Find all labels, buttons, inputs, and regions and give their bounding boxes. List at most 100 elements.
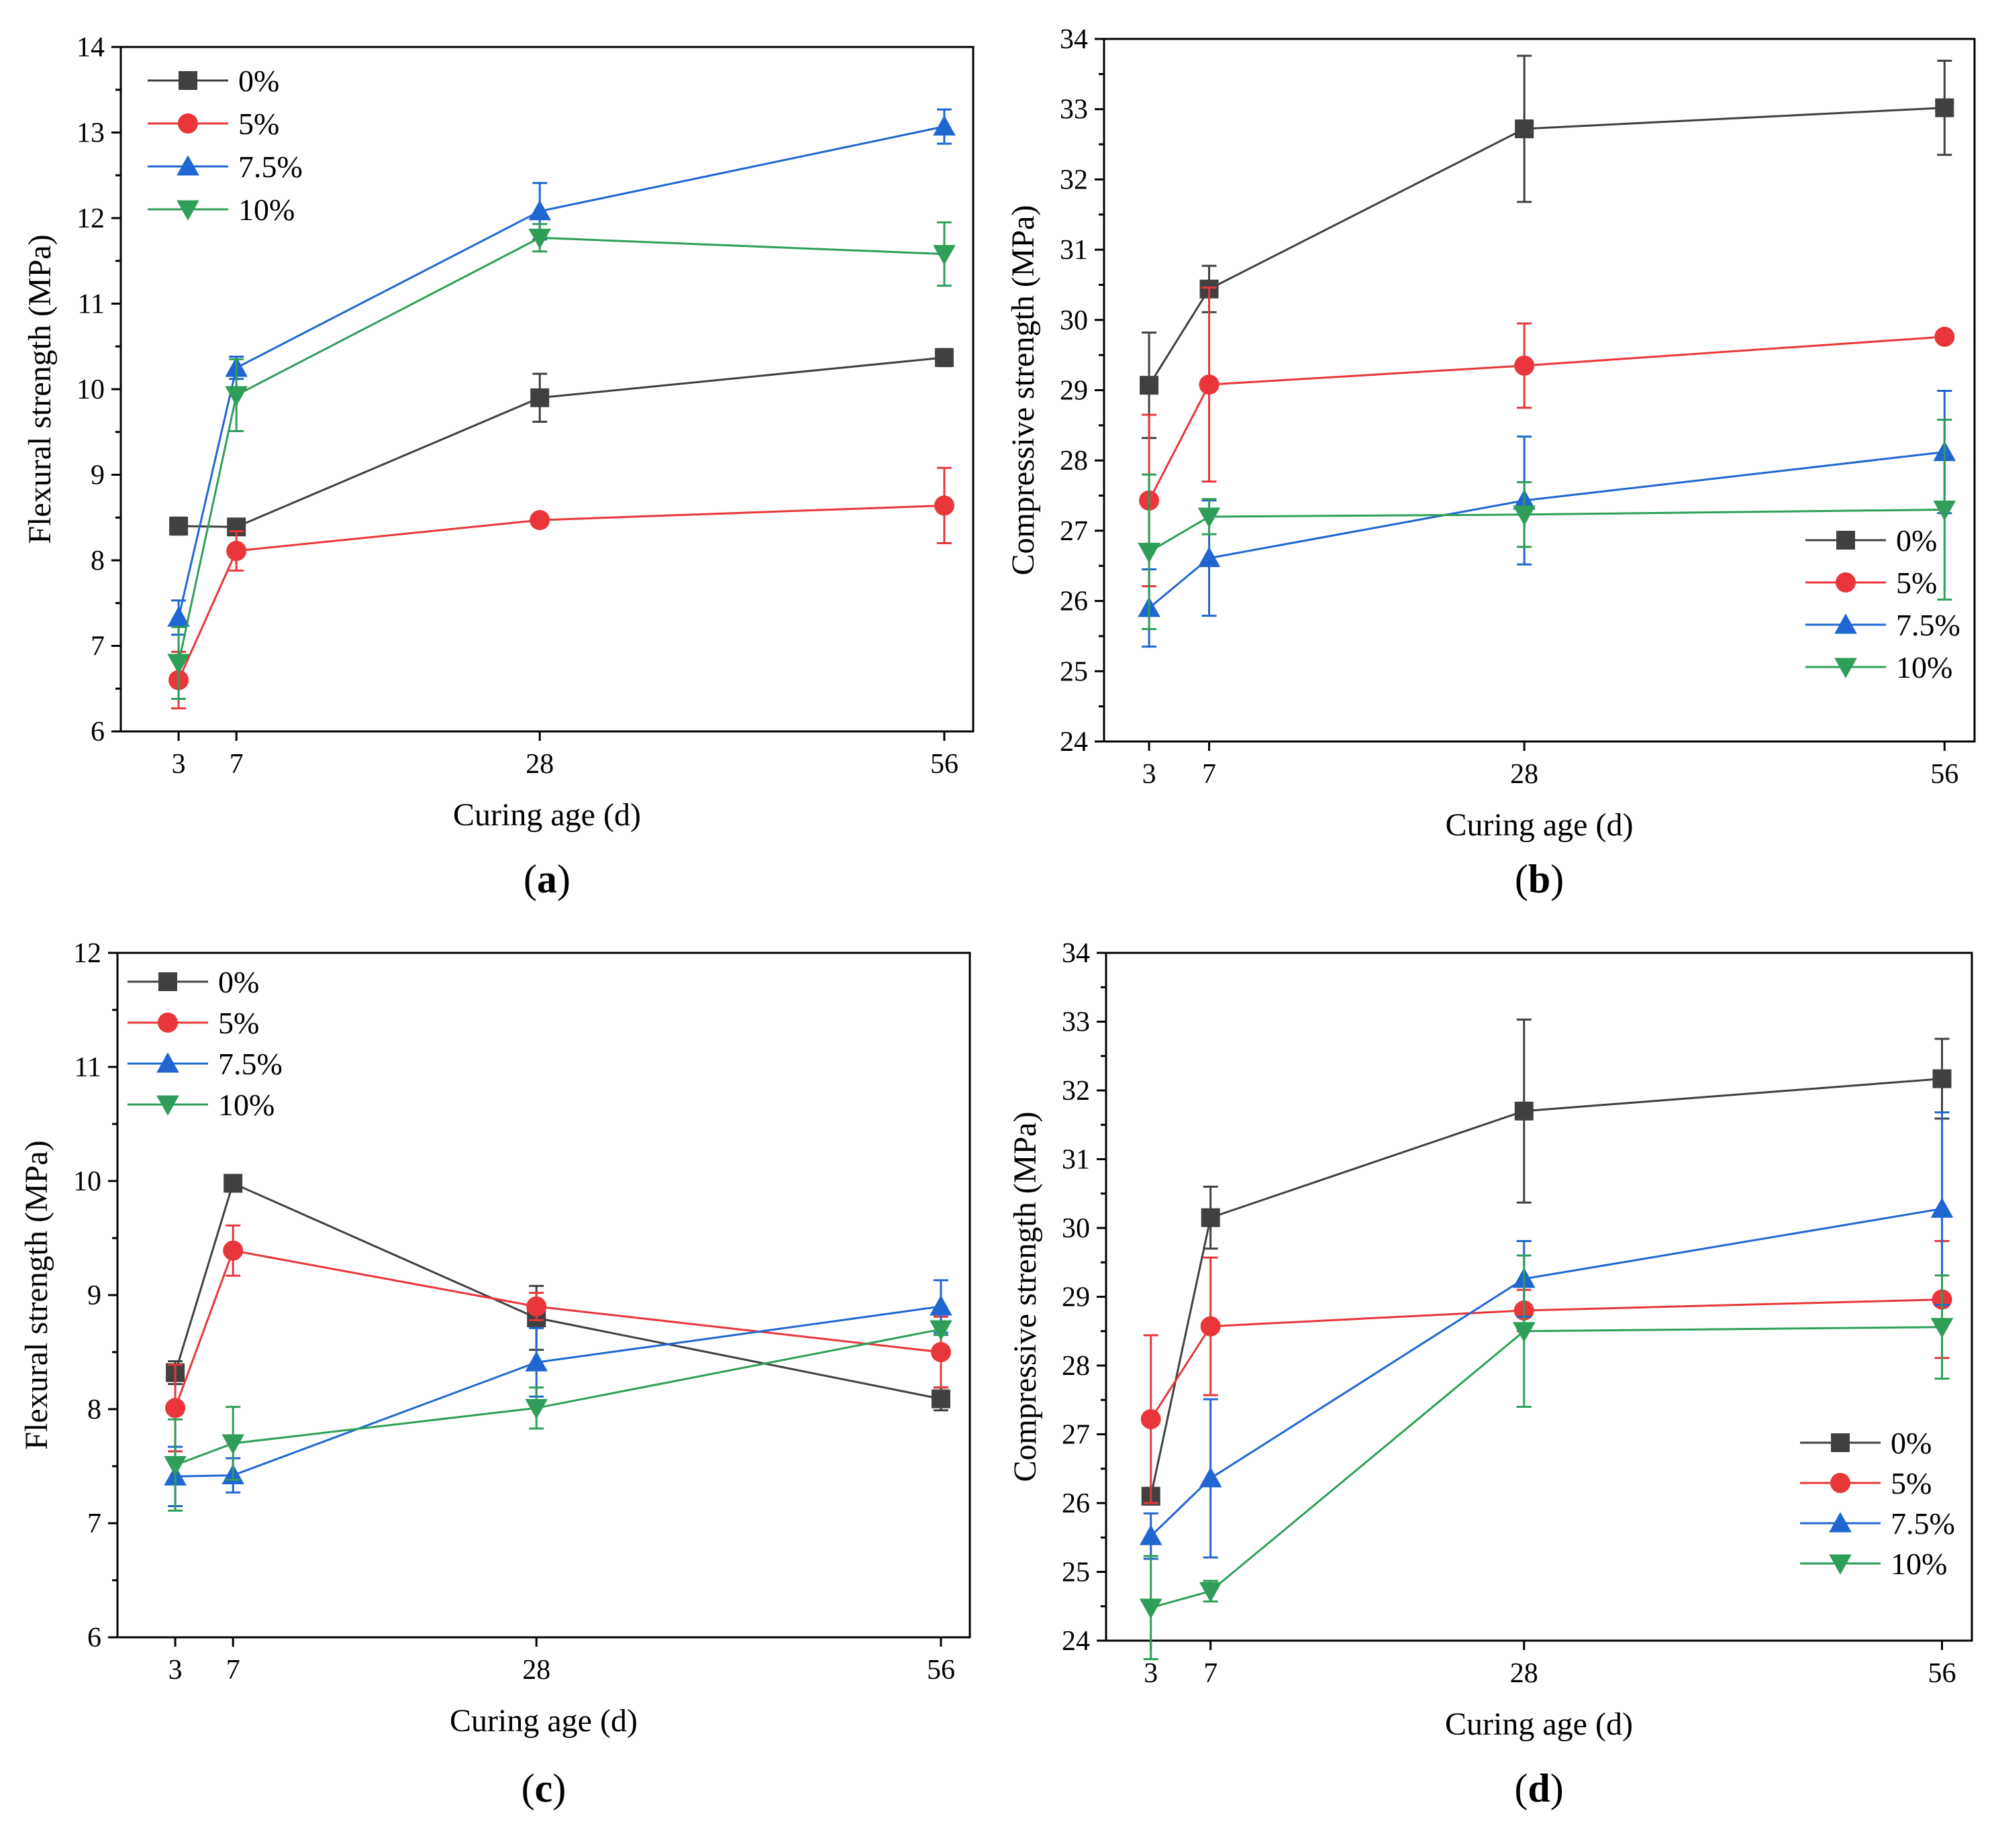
legend-marker [1836, 531, 1855, 550]
data-point [1200, 1316, 1221, 1337]
legend-label: 0% [238, 64, 279, 98]
data-point [530, 510, 550, 531]
x-axis-title: Curing age (d) [453, 797, 641, 833]
legend-label: 10% [218, 1088, 275, 1122]
series-line [175, 1328, 942, 1466]
x-tick-label: 28 [526, 749, 554, 780]
data-point [165, 1398, 186, 1419]
data-point [1199, 1467, 1222, 1488]
y-tick-label: 30 [1060, 305, 1088, 336]
series-0% [1141, 1018, 1952, 1506]
series-line [177, 236, 945, 664]
y-tick-label: 12 [77, 203, 105, 234]
caption-paren-close: ) [1550, 1766, 1564, 1810]
series-5% [165, 1224, 951, 1453]
chart-panel-c: 6 7 8 9 10 11 12 3 7 28 56 Curing age (d) Flexural s… [19, 938, 971, 1810]
data-point [1934, 326, 1955, 347]
data-point [1930, 1197, 1954, 1218]
chart-panel-a: 6 7 8 9 10 11 12 13 14 3 7 28 56 Curing age (d) Flexur… [22, 32, 975, 901]
series-line [174, 1249, 942, 1408]
data-point [934, 495, 954, 516]
series-line [1148, 508, 1945, 553]
x-tick-label: 56 [1930, 759, 1958, 790]
legend-marker [177, 155, 199, 176]
legend-marker [156, 1095, 179, 1116]
data-point [931, 1389, 950, 1408]
series-5% [168, 466, 954, 710]
data-point [930, 1320, 952, 1341]
y-axis-title: Flexural strength (MPa) [19, 1140, 54, 1449]
data-point [1933, 501, 1956, 521]
x-tick-label: 3 [172, 749, 186, 780]
data-point [1514, 355, 1535, 376]
y-tick-label: 32 [1060, 164, 1088, 195]
y-tick-label: 27 [1060, 516, 1088, 547]
y-tick-label: 32 [1062, 1076, 1090, 1107]
legend-marker [158, 972, 177, 991]
data-point [1512, 1322, 1536, 1343]
series-line [1148, 336, 1945, 501]
y-tick-label: 29 [1062, 1282, 1090, 1313]
data-point [169, 517, 189, 535]
series-5% [1140, 1239, 1952, 1504]
y-tick-label: 24 [1062, 1626, 1090, 1657]
x-tick-label: 28 [1510, 1658, 1538, 1689]
data-point [934, 348, 954, 367]
legend-marker [1829, 1554, 1852, 1575]
series-0% [169, 348, 954, 537]
data-point [525, 1398, 548, 1420]
y-tick-label: 24 [1060, 727, 1088, 758]
data-point [226, 540, 247, 561]
legend-label: 7.5% [238, 150, 303, 184]
legend-marker [1831, 1433, 1850, 1452]
x-tick-label: 7 [226, 1655, 240, 1686]
legend-marker [1836, 572, 1856, 593]
y-axis-title: Compressive strength (MPa) [1005, 205, 1041, 576]
series-line [174, 1182, 942, 1400]
data-point [1197, 507, 1221, 528]
x-tick-label: 28 [1510, 759, 1538, 790]
series-line [1150, 1326, 1942, 1609]
chart-panel-d: 24 25 26 27 28 29 30 31 32 33 34 3 7 28 56 Curing age (… [1007, 938, 1973, 1810]
y-tick-label: 33 [1062, 1007, 1090, 1038]
data-point [1140, 1408, 1161, 1429]
series-7.5% [1138, 390, 1956, 648]
data-point [167, 654, 190, 674]
legend-marker [179, 71, 197, 90]
series-line [177, 504, 945, 681]
caption-letter: b [1528, 857, 1550, 901]
data-point [1140, 376, 1159, 395]
y-tick-label: 9 [91, 460, 105, 491]
legend: 0% 5% 7.5% 10% [1800, 1426, 1955, 1581]
y-tick-label: 14 [77, 32, 105, 63]
series-7.5% [1139, 1111, 1954, 1560]
y-tick-label: 8 [87, 1394, 101, 1425]
legend-label: 5% [218, 1006, 259, 1040]
legend: 0% 5% 7.5% 10% [1805, 523, 1960, 684]
data-point [1935, 98, 1954, 117]
y-axis-title: Flexural strength (MPa) [22, 234, 58, 544]
series-line [1150, 1298, 1942, 1420]
x-axis-title: Curing age (d) [1445, 1706, 1633, 1742]
y-tick-label: 25 [1062, 1557, 1090, 1588]
x-tick-label: 28 [522, 1655, 550, 1686]
data-point [1515, 119, 1534, 139]
legend-marker [156, 1052, 179, 1073]
data-point [528, 228, 552, 250]
panel-caption: (d) [1514, 1766, 1563, 1810]
series-7.5% [167, 108, 956, 636]
y-tick-label: 33 [1060, 95, 1088, 125]
series-10% [1139, 1254, 1954, 1661]
caption-paren-close: ) [1550, 857, 1564, 901]
y-tick-label: 11 [78, 289, 105, 320]
x-tick-label: 3 [1142, 759, 1156, 790]
legend-label: 10% [1896, 650, 1952, 684]
y-tick-label: 31 [1062, 1145, 1090, 1176]
data-point [1513, 505, 1536, 526]
caption-paren-open: ( [524, 857, 537, 901]
x-tick-label: 56 [1928, 1658, 1956, 1689]
data-point [1197, 546, 1221, 568]
y-tick-label: 26 [1062, 1488, 1090, 1519]
y-tick-label: 12 [73, 938, 101, 969]
caption-paren-open: ( [1515, 857, 1528, 901]
